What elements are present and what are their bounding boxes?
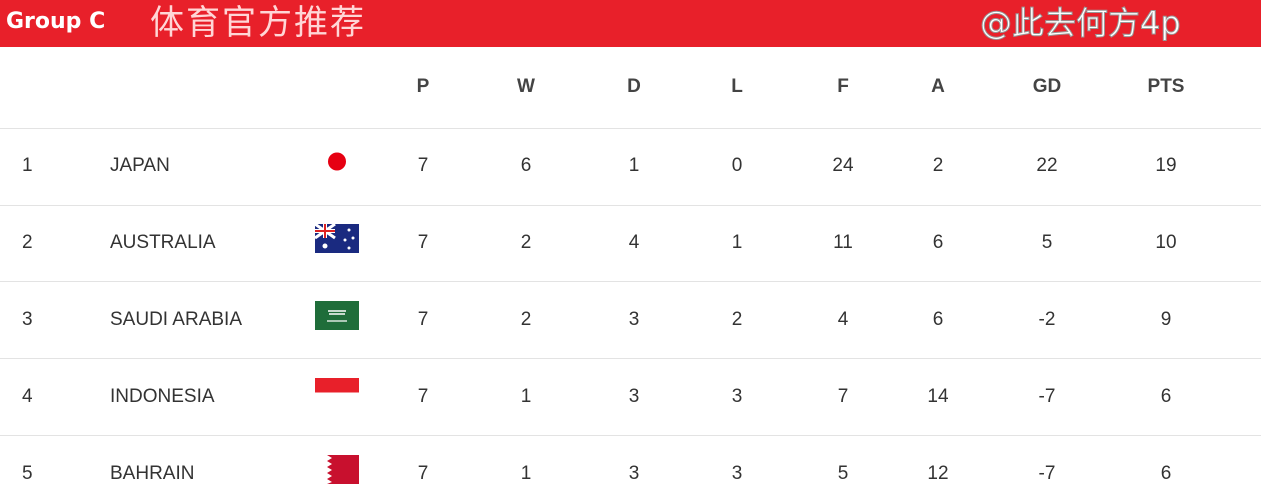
stat-d: 3 (628, 309, 640, 330)
stat-a: 6 (932, 309, 944, 330)
column-header-d: D (627, 76, 641, 97)
stat-l: 3 (731, 386, 743, 407)
stat-f: 7 (837, 386, 849, 407)
stat-d: 3 (628, 386, 640, 407)
stat-pts: 10 (1155, 232, 1177, 253)
row-divider (0, 358, 1261, 359)
rank: 4 (22, 386, 33, 407)
rank: 1 (22, 155, 33, 176)
rank: 2 (22, 232, 33, 253)
stat-a: 14 (927, 386, 949, 407)
stat-d: 3 (628, 463, 640, 484)
stat-d: 1 (628, 155, 640, 176)
indonesia-flag-icon (315, 378, 359, 407)
japan-flag-icon (315, 147, 359, 176)
row-divider (0, 128, 1261, 129)
stat-pts: 6 (1160, 463, 1172, 484)
stat-gd: -7 (1038, 386, 1056, 407)
column-header-pts: PTS (1147, 76, 1185, 97)
column-header-gd: GD (1032, 76, 1062, 97)
saudi-arabia-flag-icon (315, 301, 359, 330)
stat-l: 2 (731, 309, 743, 330)
column-header-f: F (837, 76, 849, 97)
stat-w: 1 (520, 463, 532, 484)
team-name: AUSTRALIA (110, 232, 216, 253)
stat-f: 5 (837, 463, 849, 484)
stat-a: 2 (932, 155, 944, 176)
stat-l: 1 (731, 232, 743, 253)
stat-d: 4 (628, 232, 640, 253)
team-name: BAHRAIN (110, 463, 195, 484)
stat-pts: 19 (1155, 155, 1177, 176)
stat-pts: 6 (1160, 386, 1172, 407)
stat-w: 1 (520, 386, 532, 407)
stat-p: 7 (417, 309, 429, 330)
stat-l: 3 (731, 463, 743, 484)
column-header-l: L (731, 76, 743, 97)
team-name: SAUDI ARABIA (110, 309, 242, 330)
stat-p: 7 (417, 232, 429, 253)
team-name: INDONESIA (110, 386, 215, 407)
stat-gd: 5 (1041, 232, 1053, 253)
stat-w: 6 (520, 155, 532, 176)
stat-w: 2 (520, 309, 532, 330)
row-divider (0, 281, 1261, 282)
australia-flag-icon (314, 222, 359, 253)
stat-l: 0 (731, 155, 743, 176)
stat-gd: -7 (1038, 463, 1056, 484)
stat-f: 24 (832, 155, 854, 176)
stat-f: 11 (833, 232, 853, 253)
stat-pts: 9 (1160, 309, 1172, 330)
bahrain-flag-icon (315, 455, 359, 484)
stat-gd: -2 (1038, 309, 1056, 330)
rank: 3 (22, 309, 33, 330)
stat-a: 6 (932, 232, 944, 253)
column-header-w: W (517, 76, 535, 97)
group-header: Group C (0, 0, 1261, 47)
column-header-a: A (931, 76, 945, 97)
stat-w: 2 (520, 232, 532, 253)
stat-p: 7 (417, 463, 429, 484)
row-divider (0, 205, 1261, 206)
row-divider (0, 435, 1261, 436)
rank: 5 (22, 463, 33, 484)
watermark-top: 体育官方推荐 (150, 3, 366, 43)
stat-f: 4 (837, 309, 849, 330)
team-name: JAPAN (110, 155, 170, 176)
stat-p: 7 (417, 155, 429, 176)
stat-a: 12 (927, 463, 949, 484)
stat-p: 7 (417, 386, 429, 407)
watermark-bottom: @此去何方4p (980, 4, 1182, 43)
column-header-p: P (416, 76, 430, 97)
group-title: Group C (6, 9, 106, 34)
stat-gd: 22 (1036, 155, 1058, 176)
